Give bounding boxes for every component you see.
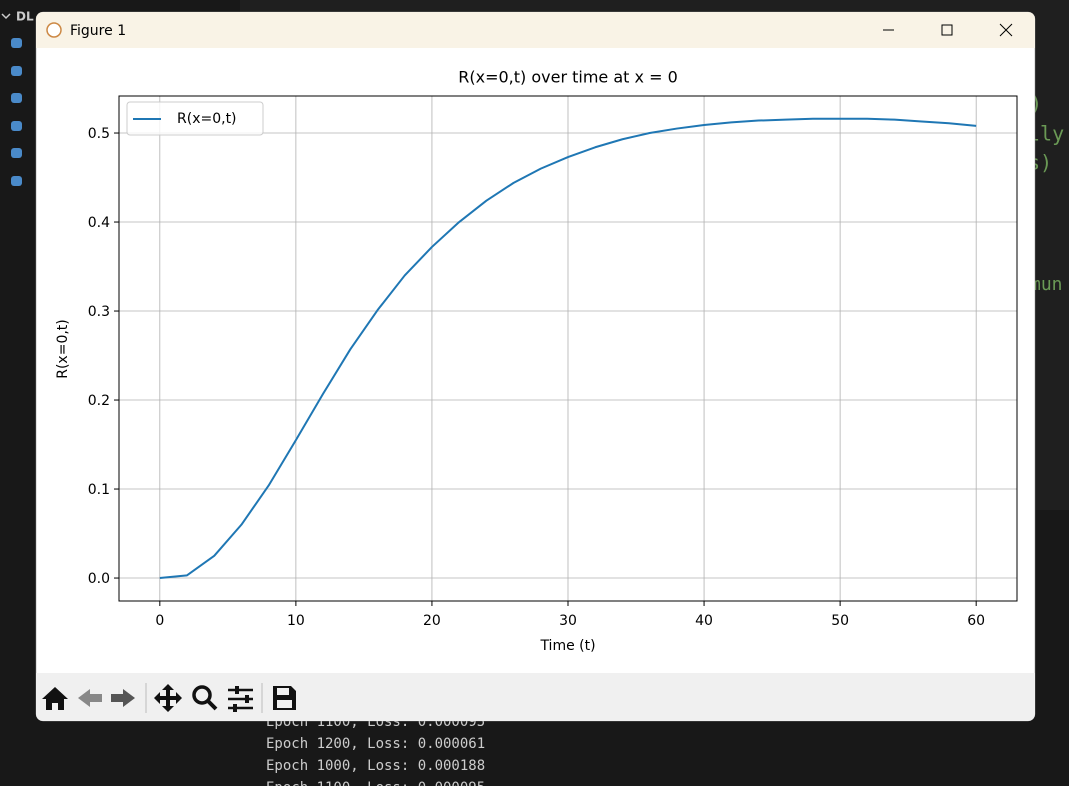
pan-button[interactable] — [154, 684, 182, 712]
axes-frame — [118, 95, 1018, 602]
x-axis-label: Time (t) — [539, 638, 595, 654]
y-tick-label: 0.5 — [88, 126, 110, 142]
title-bar — [36, 12, 1035, 48]
y-tick-label: 0.3 — [88, 304, 110, 320]
terminal-line: Epoch 1100, Loss: 0.000095 — [266, 780, 485, 786]
x-tick-label: 40 — [695, 613, 713, 629]
x-tick-label: 30 — [559, 613, 577, 629]
y-tick-label: 0.1 — [88, 482, 110, 498]
plot: 0 10 20 30 40 50 60 0.0 0.1 0.2 0.3 0.4 0.5 R(x=0,t) — [88, 95, 1018, 629]
x-tick-label: 10 — [287, 613, 305, 629]
y-tick-label: 0.2 — [88, 393, 110, 409]
toolbar-icons — [42, 683, 296, 713]
toolbar — [36, 673, 1035, 721]
folder-name[interactable]: DL — [16, 10, 34, 24]
y-tick-label: 0.4 — [88, 215, 110, 231]
terminal-line: Epoch 1200, Loss: 0.000061 — [266, 736, 485, 752]
home-button[interactable] — [42, 687, 68, 710]
code-fragment: mun — [1030, 274, 1063, 295]
zoom-button[interactable] — [192, 685, 212, 705]
terminal-line: Epoch 1000, Loss: 0.000188 — [266, 758, 485, 774]
forward-button[interactable] — [111, 689, 135, 707]
x-tick-label: 0 — [155, 613, 164, 629]
x-tick-label: 20 — [423, 613, 441, 629]
back-button[interactable] — [78, 689, 102, 707]
file-icons — [11, 38, 22, 186]
maximize-button[interactable] — [941, 24, 953, 36]
chart-title: R(x=0,t) over time at x = 0 — [458, 68, 678, 87]
x-tick-label: 50 — [831, 613, 849, 629]
chevron — [1, 13, 11, 20]
legend-label: R(x=0,t) — [177, 111, 237, 127]
save-button[interactable] — [273, 686, 296, 710]
x-tick-label: 60 — [967, 613, 985, 629]
y-axis-label: R(x=0,t) — [55, 319, 71, 379]
app-icon — [46, 22, 62, 38]
data-line — [159, 117, 977, 580]
close-button[interactable] — [999, 23, 1013, 37]
legend — [126, 101, 264, 136]
y-tick-label: 0.0 — [88, 571, 110, 587]
window-title: Figure 1 — [70, 23, 126, 39]
